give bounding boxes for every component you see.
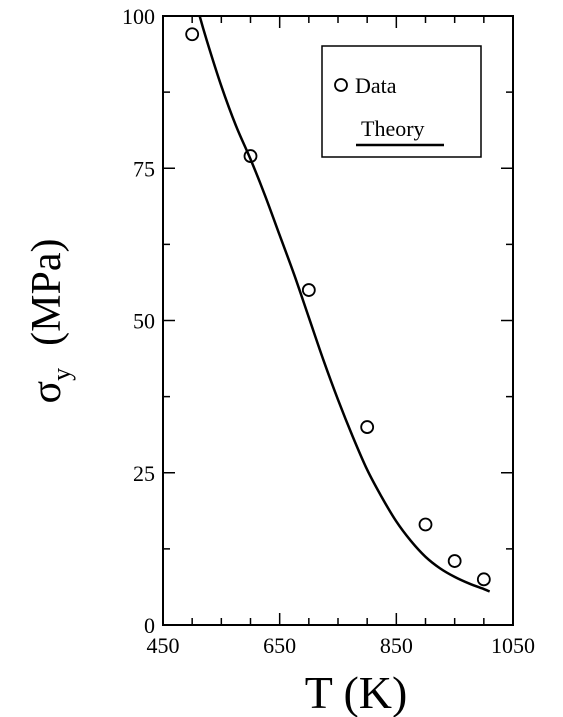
legend-data-label: Data xyxy=(355,73,397,98)
y-tick-label: 0 xyxy=(144,613,155,638)
y-axis-title: σy (MPa) xyxy=(24,239,76,404)
y-tick-label: 50 xyxy=(133,309,155,334)
legend: Data Theory xyxy=(321,45,482,158)
legend-box xyxy=(321,45,482,158)
x-tick-label: 1050 xyxy=(491,633,535,658)
theory-layer xyxy=(198,16,491,593)
y-axis-subscript: y xyxy=(47,368,76,381)
legend-theory-label: Theory xyxy=(361,116,425,141)
data-point xyxy=(476,572,491,587)
data-point xyxy=(301,283,316,297)
ticks xyxy=(162,15,514,626)
y-tick-label: 75 xyxy=(133,156,155,181)
data-point xyxy=(185,27,200,42)
svg-text:σy(MPa): σy (MPa) xyxy=(24,239,76,404)
y-tick-label: 100 xyxy=(122,4,155,29)
theory-curve xyxy=(198,16,491,593)
x-tick-label: 450 xyxy=(147,633,180,658)
x-axis-title: T (K) xyxy=(305,667,408,717)
legend-data-marker xyxy=(334,78,348,92)
data-points-layer xyxy=(185,27,491,587)
data-point xyxy=(447,554,462,568)
data-point xyxy=(418,517,433,532)
data-point xyxy=(360,420,375,434)
y-tick-label: 25 xyxy=(133,461,155,486)
y-axis-unit: (MPa) xyxy=(24,239,70,346)
tick-labels: 450 650 850 1050 0 25 50 75 100 xyxy=(122,4,535,658)
plot-frame xyxy=(162,15,514,626)
y-axis-symbol: σ xyxy=(24,381,70,404)
x-tick-label: 850 xyxy=(380,633,413,658)
data-point xyxy=(243,149,258,163)
x-tick-label: 650 xyxy=(263,633,296,658)
